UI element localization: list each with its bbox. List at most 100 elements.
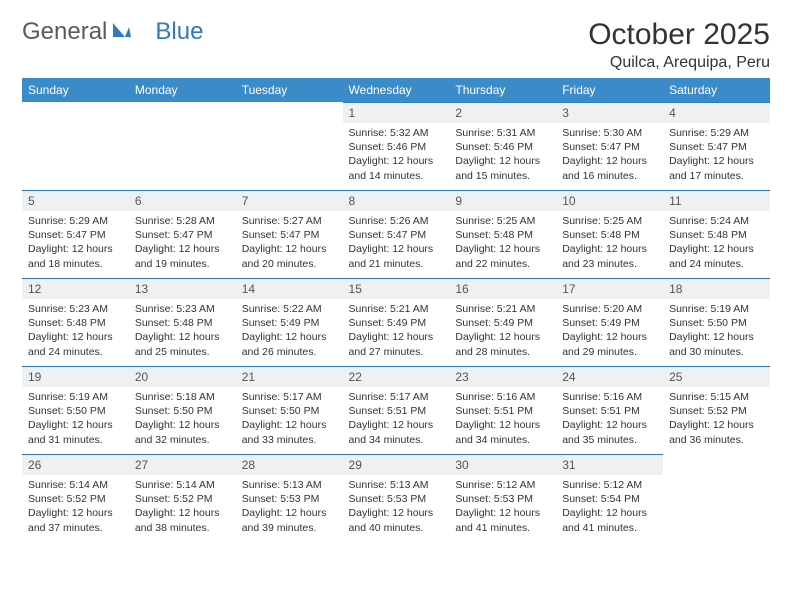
sunset-text: Sunset: 5:49 PM [349,316,444,330]
sunrise-text: Sunrise: 5:31 AM [455,126,550,140]
sunrise-text: Sunrise: 5:19 AM [28,390,123,404]
logo: General Blue [22,18,203,46]
calendar-cell: 7Sunrise: 5:27 AMSunset: 5:47 PMDaylight… [236,190,343,278]
day-details: Sunrise: 5:23 AMSunset: 5:48 PMDaylight:… [129,299,236,365]
day-details: Sunrise: 5:21 AMSunset: 5:49 PMDaylight:… [449,299,556,365]
sunset-text: Sunset: 5:50 PM [28,404,123,418]
day-details: Sunrise: 5:14 AMSunset: 5:52 PMDaylight:… [129,475,236,541]
day-header: Wednesday [343,78,450,102]
day-number: 14 [236,278,343,299]
daylight-text: Daylight: 12 hours and 30 minutes. [669,330,764,358]
sunset-text: Sunset: 5:51 PM [562,404,657,418]
calendar-cell [22,102,129,190]
day-number: 27 [129,454,236,475]
day-details: Sunrise: 5:27 AMSunset: 5:47 PMDaylight:… [236,211,343,277]
calendar-cell: 24Sunrise: 5:16 AMSunset: 5:51 PMDayligh… [556,366,663,454]
sunset-text: Sunset: 5:49 PM [455,316,550,330]
calendar-cell [236,102,343,190]
sunrise-text: Sunrise: 5:26 AM [349,214,444,228]
sunset-text: Sunset: 5:50 PM [242,404,337,418]
calendar-week-row: 12Sunrise: 5:23 AMSunset: 5:48 PMDayligh… [22,278,770,366]
daylight-text: Daylight: 12 hours and 36 minutes. [669,418,764,446]
day-number: 15 [343,278,450,299]
sunset-text: Sunset: 5:49 PM [562,316,657,330]
calendar-week-row: 1Sunrise: 5:32 AMSunset: 5:46 PMDaylight… [22,102,770,190]
day-details: Sunrise: 5:22 AMSunset: 5:49 PMDaylight:… [236,299,343,365]
daylight-text: Daylight: 12 hours and 21 minutes. [349,242,444,270]
sunset-text: Sunset: 5:47 PM [562,140,657,154]
day-details: Sunrise: 5:17 AMSunset: 5:51 PMDaylight:… [343,387,450,453]
header: General Blue October 2025 Quilca, Arequi… [22,18,770,72]
sunset-text: Sunset: 5:47 PM [349,228,444,242]
day-number: 31 [556,454,663,475]
daylight-text: Daylight: 12 hours and 35 minutes. [562,418,657,446]
daylight-text: Daylight: 12 hours and 29 minutes. [562,330,657,358]
day-number: 2 [449,102,556,123]
sunrise-text: Sunrise: 5:24 AM [669,214,764,228]
sunrise-text: Sunrise: 5:30 AM [562,126,657,140]
day-details: Sunrise: 5:32 AMSunset: 5:46 PMDaylight:… [343,123,450,189]
day-number: 17 [556,278,663,299]
day-details: Sunrise: 5:23 AMSunset: 5:48 PMDaylight:… [22,299,129,365]
day-number: 8 [343,190,450,211]
daylight-text: Daylight: 12 hours and 16 minutes. [562,154,657,182]
day-details: Sunrise: 5:12 AMSunset: 5:54 PMDaylight:… [556,475,663,541]
sunset-text: Sunset: 5:50 PM [135,404,230,418]
day-number: 7 [236,190,343,211]
daylight-text: Daylight: 12 hours and 20 minutes. [242,242,337,270]
day-number: 6 [129,190,236,211]
calendar-cell: 19 Sunrise: 5:19 AMSunset: 5:50 PMDayligh… [22,366,129,454]
calendar-week-row: 26Sunrise: 5:14 AMSunset: 5:52 PMDayligh… [22,454,770,542]
day-number: 19 [22,366,129,387]
daylight-text: Daylight: 12 hours and 31 minutes. [28,418,123,446]
calendar-cell: 2Sunrise: 5:31 AMSunset: 5:46 PMDaylight… [449,102,556,190]
sunrise-text: Sunrise: 5:25 AM [455,214,550,228]
sunrise-text: Sunrise: 5:29 AM [669,126,764,140]
day-details: Sunrise: 5:29 AMSunset: 5:47 PMDaylight:… [22,211,129,277]
calendar-cell: 26Sunrise: 5:14 AMSunset: 5:52 PMDayligh… [22,454,129,542]
calendar-cell: 28Sunrise: 5:13 AMSunset: 5:53 PMDayligh… [236,454,343,542]
day-number: 30 [449,454,556,475]
day-number: 28 [236,454,343,475]
sunrise-text: Sunrise: 5:15 AM [669,390,764,404]
day-number: 23 [449,366,556,387]
daylight-text: Daylight: 12 hours and 33 minutes. [242,418,337,446]
day-details: Sunrise: 5:19 AMSunset: 5:50 PMDaylight:… [663,299,770,365]
sunrise-text: Sunrise: 5:14 AM [135,478,230,492]
day-details: Sunrise: 5:25 AMSunset: 5:48 PMDaylight:… [449,211,556,277]
daylight-text: Daylight: 12 hours and 41 minutes. [562,506,657,534]
sunrise-text: Sunrise: 5:19 AM [669,302,764,316]
day-details: Sunrise: 5:25 AMSunset: 5:48 PMDaylight:… [556,211,663,277]
calendar-week-row: 19Sunrise: 5:19 AMSunset: 5:50 PMDayligh… [22,366,770,454]
daylight-text: Daylight: 12 hours and 34 minutes. [349,418,444,446]
sunrise-text: Sunrise: 5:18 AM [135,390,230,404]
daylight-text: Daylight: 12 hours and 23 minutes. [562,242,657,270]
daylight-text: Daylight: 12 hours and 37 minutes. [28,506,123,534]
calendar-cell: 9Sunrise: 5:25 AMSunset: 5:48 PMDaylight… [449,190,556,278]
sunset-text: Sunset: 5:53 PM [349,492,444,506]
day-details: Sunrise: 5:28 AMSunset: 5:47 PMDaylight:… [129,211,236,277]
day-details: Sunrise: 5:30 AMSunset: 5:47 PMDaylight:… [556,123,663,189]
day-number: 12 [22,278,129,299]
calendar-cell: 1Sunrise: 5:32 AMSunset: 5:46 PMDaylight… [343,102,450,190]
logo-text-1: General [22,18,107,46]
calendar-cell: 17 Sunrise: 5:20 AMSunset: 5:49 PMDayligh… [556,278,663,366]
day-number: 4 [663,102,770,123]
calendar-cell: 6Sunrise: 5:28 AMSunset: 5:47 PMDaylight… [129,190,236,278]
sunset-text: Sunset: 5:51 PM [455,404,550,418]
sunset-text: Sunset: 5:48 PM [669,228,764,242]
day-number: 1 [343,102,450,123]
day-details: Sunrise: 5:13 AMSunset: 5:53 PMDaylight:… [236,475,343,541]
sunrise-text: Sunrise: 5:23 AM [135,302,230,316]
day-number: 21 [236,366,343,387]
daylight-text: Daylight: 12 hours and 18 minutes. [28,242,123,270]
sunrise-text: Sunrise: 5:23 AM [28,302,123,316]
day-number: 26 [22,454,129,475]
calendar-cell: 29Sunrise: 5:13 AMSunset: 5:53 PMDayligh… [343,454,450,542]
sunrise-text: Sunrise: 5:20 AM [562,302,657,316]
day-details: Sunrise: 5:18 AMSunset: 5:50 PMDaylight:… [129,387,236,453]
sunset-text: Sunset: 5:48 PM [562,228,657,242]
day-details: Sunrise: 5:29 AMSunset: 5:47 PMDaylight:… [663,123,770,189]
daylight-text: Daylight: 12 hours and 24 minutes. [28,330,123,358]
day-number: 5 [22,190,129,211]
